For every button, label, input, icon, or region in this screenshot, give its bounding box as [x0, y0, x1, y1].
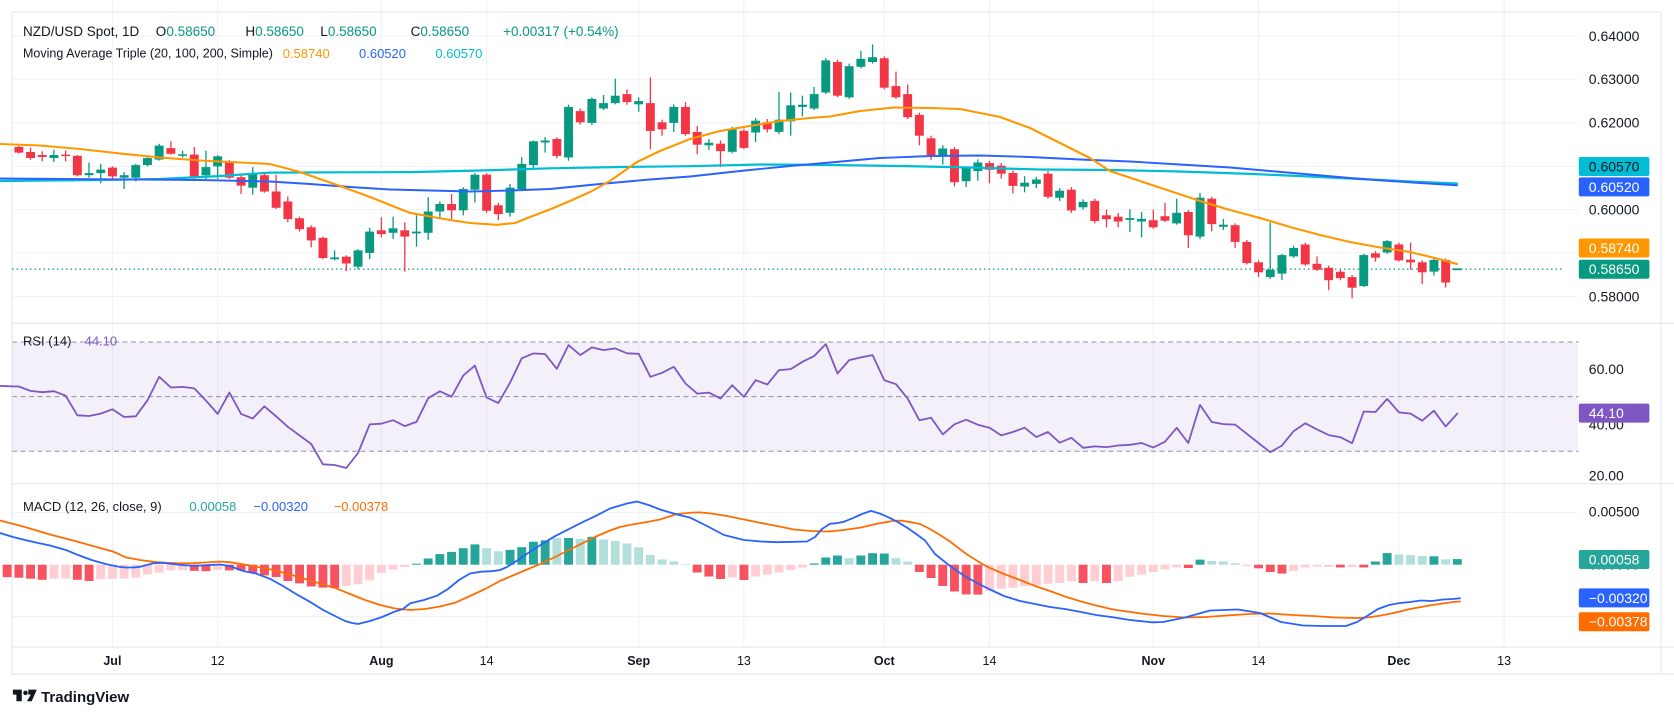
svg-text:NZD/USD Spot, 1D: NZD/USD Spot, 1D [23, 24, 140, 39]
svg-text:13: 13 [737, 654, 751, 668]
svg-text:0.60570: 0.60570 [435, 46, 482, 61]
svg-text:44.10: 44.10 [85, 334, 118, 349]
svg-text:TradingView: TradingView [41, 689, 129, 706]
svg-text:0.63000: 0.63000 [1589, 71, 1640, 87]
svg-text:0.58000: 0.58000 [1589, 288, 1640, 304]
svg-text:O0.58650: O0.58650 [156, 24, 215, 39]
svg-text:20.00: 20.00 [1589, 467, 1624, 483]
svg-text:−0.00320: −0.00320 [1589, 590, 1648, 606]
svg-text:Dec: Dec [1387, 654, 1410, 668]
svg-text:44.10: 44.10 [1589, 405, 1624, 421]
svg-text:14: 14 [1252, 654, 1266, 668]
svg-text:Oct: Oct [874, 654, 896, 668]
svg-text:Sep: Sep [627, 654, 650, 668]
svg-text:0.00058: 0.00058 [1589, 551, 1640, 567]
svg-text:0.60570: 0.60570 [1589, 158, 1640, 174]
svg-text:−0.00378: −0.00378 [334, 499, 389, 514]
svg-text:H0.58650: H0.58650 [245, 24, 304, 39]
svg-text:C0.58650: C0.58650 [411, 24, 470, 39]
svg-text:0.60520: 0.60520 [1589, 179, 1640, 195]
svg-text:13: 13 [1497, 654, 1511, 668]
svg-text:0.60000: 0.60000 [1589, 202, 1640, 218]
svg-text:0.64000: 0.64000 [1589, 28, 1640, 44]
svg-text:Jul: Jul [103, 654, 121, 668]
svg-text:12: 12 [211, 654, 225, 668]
svg-text:0.62000: 0.62000 [1589, 115, 1640, 131]
svg-text:14: 14 [480, 654, 494, 668]
svg-text:Moving Average Triple (20, 100: Moving Average Triple (20, 100, 200, Sim… [23, 47, 273, 61]
svg-text:0.58740: 0.58740 [283, 46, 330, 61]
svg-text:Aug: Aug [369, 654, 393, 668]
svg-text:0.60520: 0.60520 [359, 46, 406, 61]
svg-text:+0.00317 (+0.54%): +0.00317 (+0.54%) [503, 24, 619, 39]
svg-text:0.00058: 0.00058 [189, 499, 236, 514]
svg-text:RSI (14): RSI (14) [23, 334, 71, 349]
svg-text:−0.00320: −0.00320 [253, 499, 308, 514]
svg-text:0.58740: 0.58740 [1589, 240, 1640, 256]
svg-text:0.00500: 0.00500 [1589, 503, 1640, 519]
svg-text:0.58650: 0.58650 [1589, 261, 1640, 277]
svg-text:L0.58650: L0.58650 [320, 24, 376, 39]
svg-text:Nov: Nov [1141, 654, 1165, 668]
svg-text:14: 14 [983, 654, 997, 668]
svg-text:60.00: 60.00 [1589, 361, 1624, 377]
svg-text:MACD (12, 26, close, 9): MACD (12, 26, close, 9) [23, 499, 162, 514]
svg-text:−0.00378: −0.00378 [1589, 614, 1648, 630]
